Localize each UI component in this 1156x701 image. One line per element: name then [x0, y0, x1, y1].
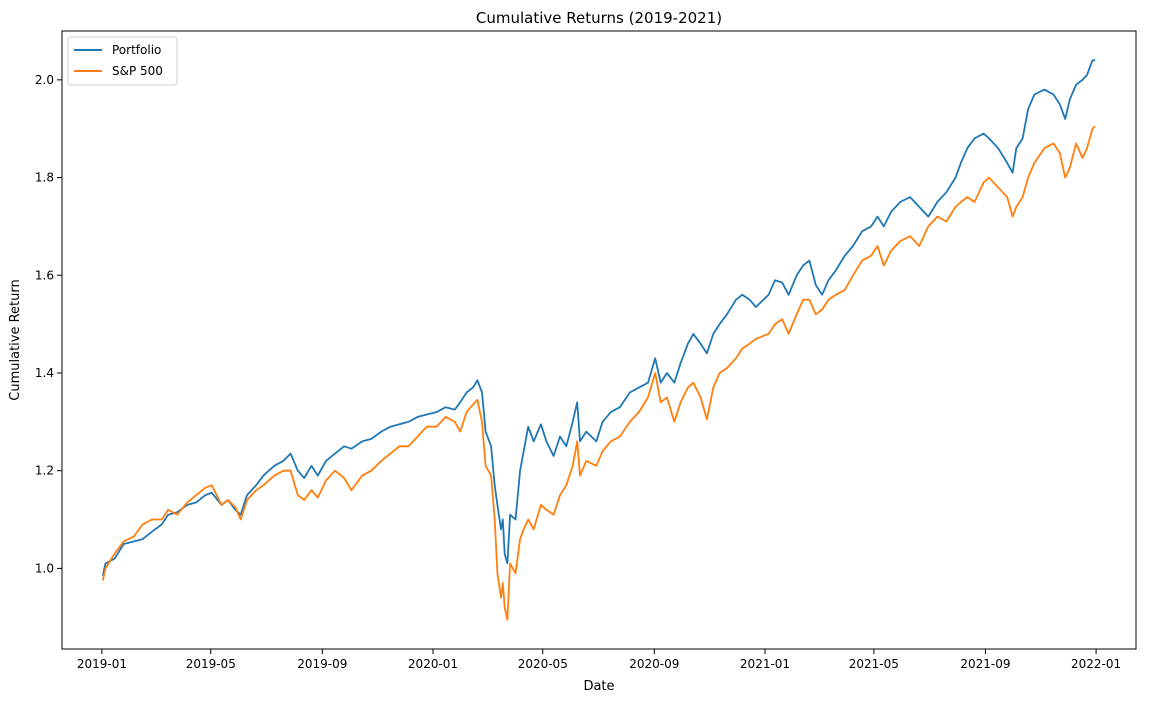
y-tick-label: 1.6	[35, 268, 54, 282]
x-tick-label: 2021-01	[740, 657, 790, 671]
series-line-portfolio	[101, 59, 1096, 576]
y-tick-label: 1.2	[35, 464, 54, 478]
x-axis-ticks: 2019-01 2019-05 2019-09 2020-01 2020-05 2020-…	[77, 649, 1121, 671]
x-tick-label: 2022-01	[1071, 657, 1121, 671]
x-tick-label: 2020-05	[518, 657, 568, 671]
y-axis-label: Cumulative Return	[8, 279, 23, 400]
series-line-sp500	[101, 125, 1096, 621]
y-tick-label: 1.0	[35, 561, 54, 575]
plot-area	[61, 30, 1137, 650]
x-tick-label: 2021-05	[849, 657, 899, 671]
legend-label-portfolio: Portfolio	[112, 43, 161, 57]
x-tick-label: 2019-05	[186, 657, 236, 671]
y-tick-label: 2.0	[35, 73, 54, 87]
x-tick-label: 2020-09	[629, 657, 679, 671]
legend: Portfolio S&P 500	[67, 36, 178, 86]
y-axis-ticks: 1.0 1.2 1.4 1.6 1.8 2.0	[35, 73, 62, 575]
x-tick-label: 2021-09	[960, 657, 1010, 671]
x-axis-label: Date	[583, 679, 614, 694]
series-layer	[101, 59, 1096, 621]
chart-title: Cumulative Returns (2019-2021)	[476, 9, 722, 27]
y-tick-label: 1.4	[35, 366, 54, 380]
y-tick-label: 1.8	[35, 171, 54, 185]
x-tick-label: 2020-01	[408, 657, 458, 671]
x-tick-label: 2019-01	[77, 657, 127, 671]
x-tick-label: 2019-09	[297, 657, 347, 671]
legend-label-sp500: S&P 500	[112, 64, 163, 78]
plot-frame	[61, 30, 1137, 650]
